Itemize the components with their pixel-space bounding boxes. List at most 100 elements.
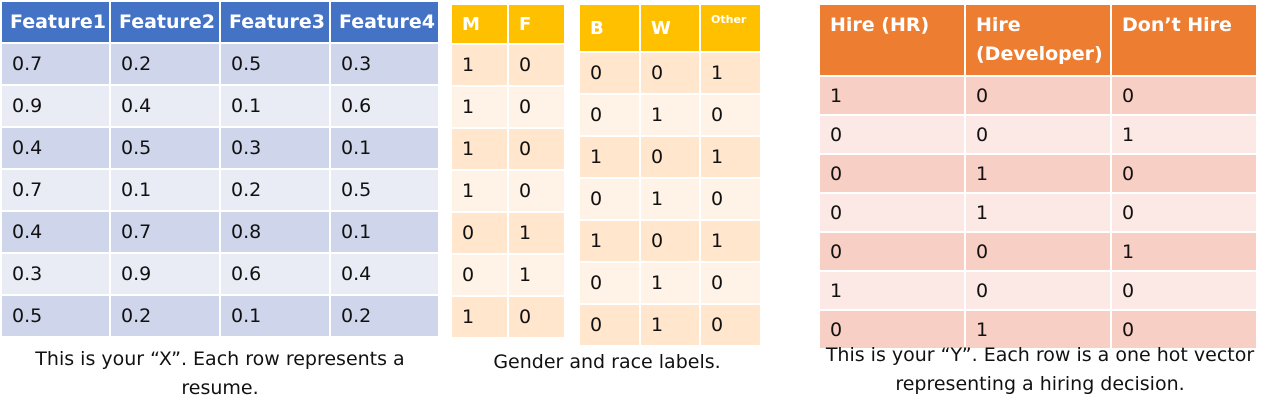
table-cell: 1 <box>641 179 701 221</box>
table-cell: 0 <box>452 213 509 255</box>
table-cell: 1 <box>966 194 1112 233</box>
table-cell: 0 <box>820 155 966 194</box>
table-cell: 0.5 <box>111 128 221 170</box>
table-cell: 0.3 <box>331 44 440 86</box>
table-cell: 0.5 <box>221 44 331 86</box>
table-cell: 0 <box>1112 311 1258 350</box>
table-cell: 0 <box>701 179 762 221</box>
table-cell: 0.7 <box>2 170 111 212</box>
table-cell: 0.3 <box>2 254 111 296</box>
table-cell: 0 <box>641 53 701 95</box>
table-row: 0.5 0.2 0.1 0.2 <box>2 296 440 338</box>
table-cell: 1 <box>509 255 566 297</box>
table-cell: 0.8 <box>221 212 331 254</box>
table-row: 0.4 0.5 0.3 0.1 <box>2 128 440 170</box>
table-cell: 0 <box>509 129 566 171</box>
table-cell: 1 <box>580 137 641 179</box>
column-header: W <box>641 5 701 53</box>
table-cell: 0.2 <box>331 296 440 338</box>
table-cell: 0 <box>820 311 966 350</box>
table-cell: 0.6 <box>331 86 440 128</box>
table-header-row: B W Other <box>580 5 762 53</box>
table-cell: 0 <box>966 272 1112 311</box>
table-row: 0.3 0.9 0.6 0.4 <box>2 254 440 296</box>
table-cell: 1 <box>452 45 509 87</box>
table-cell: 1 <box>701 137 762 179</box>
table-cell: 1 <box>1112 233 1258 272</box>
table-cell: 0.4 <box>111 86 221 128</box>
table-cell: 0.7 <box>2 44 111 86</box>
table-cell: 0 <box>580 305 641 347</box>
table-cell: 0.1 <box>221 86 331 128</box>
table-row: 0.9 0.4 0.1 0.6 <box>2 86 440 128</box>
column-header: Don’t Hire <box>1112 5 1258 77</box>
table-cell: 1 <box>641 263 701 305</box>
table-row: 0.7 0.1 0.2 0.5 <box>2 170 440 212</box>
column-header: Feature3 <box>221 2 331 44</box>
table-cell: 0.4 <box>331 254 440 296</box>
table-cell: 0.4 <box>2 128 111 170</box>
table-cell: 1 <box>820 77 966 116</box>
table-cell: 0.1 <box>331 128 440 170</box>
table-cell: 1 <box>452 171 509 213</box>
table-cell: 0 <box>580 263 641 305</box>
table-cell: 0.5 <box>331 170 440 212</box>
table-cell: 0 <box>820 194 966 233</box>
table-cell: 0.2 <box>221 170 331 212</box>
table-cell: 0 <box>1112 272 1258 311</box>
table-cell: 0 <box>701 263 762 305</box>
table-cell: 1 <box>452 87 509 129</box>
table-row: 0.7 0.2 0.5 0.3 <box>2 44 440 86</box>
labels-caption: Gender and race labels. <box>493 351 721 373</box>
y-caption: This is your “Y”. Each row is a one hot … <box>825 344 1255 395</box>
table-cell: 0 <box>966 233 1112 272</box>
table-cell: 1 <box>452 297 509 339</box>
table-cell: 0 <box>641 137 701 179</box>
table-cell: 1 <box>966 311 1112 350</box>
table-cell: 0.1 <box>331 212 440 254</box>
table-cell: 1 <box>701 53 762 95</box>
table-cell: 0 <box>509 297 566 339</box>
table-cell: 0 <box>701 95 762 137</box>
table-cell: 0 <box>1112 77 1258 116</box>
column-header: Feature1 <box>2 2 111 44</box>
table-cell: 1 <box>509 213 566 255</box>
table-cell: 0.5 <box>2 296 111 338</box>
table-cell: 0 <box>452 255 509 297</box>
column-header: Other <box>701 5 762 53</box>
table-cell: 1 <box>641 305 701 347</box>
column-header: Feature2 <box>111 2 221 44</box>
table-cell: 0.6 <box>221 254 331 296</box>
column-header: Feature4 <box>331 2 440 44</box>
table-cell: 0.9 <box>2 86 111 128</box>
table-cell: 0 <box>820 116 966 155</box>
table-cell: 0 <box>701 305 762 347</box>
table-header-row: Hire (HR) Hire (Developer) Don’t Hire <box>820 5 1258 77</box>
table-cell: 0.1 <box>221 296 331 338</box>
column-header: Hire (Developer) <box>966 5 1112 77</box>
table-cell: 0 <box>820 233 966 272</box>
table-cell: 1 <box>580 221 641 263</box>
table-cell: 0.2 <box>111 296 221 338</box>
table-cell: 0 <box>580 53 641 95</box>
table-cell: 0 <box>966 77 1112 116</box>
table-cell: 0.9 <box>111 254 221 296</box>
table-cell: 1 <box>701 221 762 263</box>
table-cell: 0 <box>966 116 1112 155</box>
